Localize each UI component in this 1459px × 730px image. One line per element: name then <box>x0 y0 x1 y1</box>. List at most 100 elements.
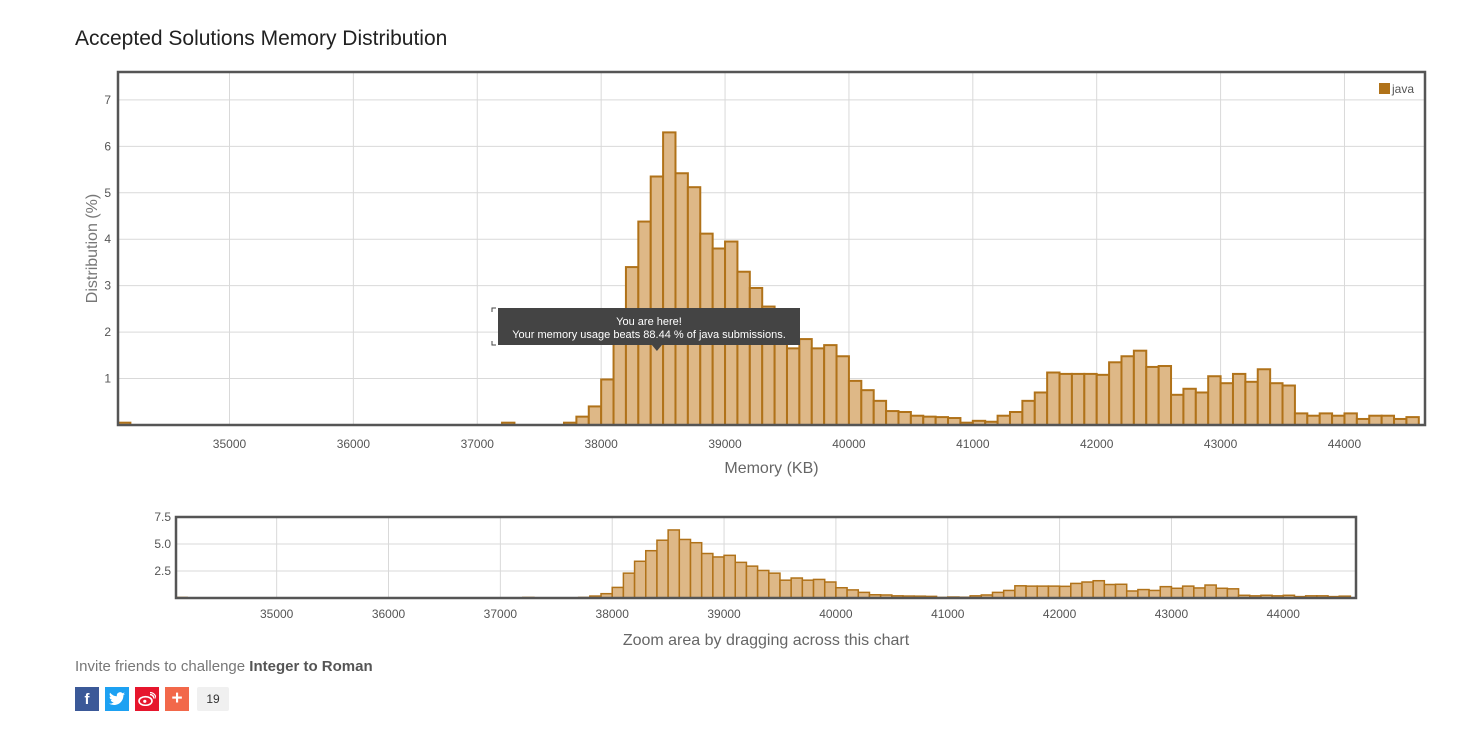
bar <box>872 399 888 427</box>
bar <box>745 565 759 599</box>
bar <box>1036 585 1050 599</box>
bar <box>1108 361 1123 426</box>
bar <box>897 410 912 427</box>
bar <box>1244 380 1259 427</box>
x-tick-label: 38000 <box>596 607 630 621</box>
bar <box>1256 368 1272 426</box>
share-bar: f + 19 <box>75 687 229 711</box>
bar <box>768 572 781 599</box>
bar <box>1293 412 1309 426</box>
bar <box>996 414 1011 427</box>
bar <box>600 378 615 426</box>
bar <box>790 577 804 599</box>
y-tick-label: 4 <box>104 232 111 246</box>
bar <box>1047 585 1061 599</box>
bar <box>611 586 625 599</box>
memory-distribution-chart[interactable]: 35000 36000 37000 38000 39000 40000 41000 42000… <box>0 60 1459 485</box>
bar <box>1021 399 1036 427</box>
bar <box>1081 581 1094 599</box>
bar <box>712 556 725 599</box>
bar <box>622 572 636 599</box>
x-tick-label: 38000 <box>584 437 618 451</box>
bar <box>823 344 838 427</box>
bar <box>756 569 770 599</box>
x-tick-label: 40000 <box>832 437 866 451</box>
x-tick-label: 39000 <box>707 607 741 621</box>
bar <box>909 414 925 427</box>
x-tick-label: 42000 <box>1043 607 1077 621</box>
weibo-icon[interactable] <box>135 687 159 711</box>
bar <box>1182 387 1197 427</box>
bar <box>1070 372 1086 427</box>
tooltip-arrow <box>651 345 662 351</box>
bar <box>674 172 689 426</box>
y-tick-label: 6 <box>104 139 111 153</box>
bar <box>1095 373 1111 427</box>
bar <box>1343 412 1358 426</box>
bar <box>1281 384 1296 427</box>
y-tick-label: 2.5 <box>154 564 171 578</box>
x-tick-label: 37000 <box>461 437 495 451</box>
bar <box>1368 414 1383 427</box>
tooltip: You are here!Your memory usage beats 88.… <box>491 307 800 351</box>
bar <box>823 581 837 599</box>
legend-label: java <box>1391 82 1414 96</box>
x-tick-label: 42000 <box>1080 437 1114 451</box>
bar <box>1092 579 1106 599</box>
bar <box>633 560 647 599</box>
bar <box>860 389 875 426</box>
y-tick-label: 3 <box>104 279 111 293</box>
y-tick-label: 2 <box>104 325 111 339</box>
bar <box>667 529 681 599</box>
bar <box>1219 382 1234 426</box>
bar <box>801 579 815 599</box>
x-tick-label: 36000 <box>372 607 406 621</box>
bar <box>835 355 850 427</box>
x-tick-label: 44000 <box>1267 607 1301 621</box>
plot-frame <box>174 515 1358 600</box>
facebook-icon[interactable]: f <box>75 687 99 711</box>
bar <box>1204 584 1217 599</box>
x-tick-label: 41000 <box>956 437 990 451</box>
bar <box>1231 372 1247 427</box>
x-tick-label: 41000 <box>931 607 965 621</box>
bar <box>1331 414 1346 427</box>
y-tick-label: 1 <box>104 372 111 386</box>
invite-problem-name[interactable]: Integer to Roman <box>249 658 373 675</box>
bar <box>678 538 692 599</box>
twitter-icon[interactable] <box>105 687 129 711</box>
x-tick-label: 36000 <box>337 437 371 451</box>
bar <box>700 552 714 599</box>
bar <box>1306 414 1321 427</box>
bar <box>1207 375 1222 426</box>
plus-icon[interactable]: + <box>165 687 189 711</box>
bar <box>1083 372 1098 427</box>
bar <box>1070 582 1083 599</box>
bar <box>624 266 640 426</box>
tooltip-line2: Your memory usage beats 88.44 % of java … <box>512 329 786 341</box>
bar <box>575 415 590 426</box>
bar <box>922 415 937 426</box>
bar <box>1159 585 1173 599</box>
bar <box>734 561 748 599</box>
bar <box>723 554 736 599</box>
share-count: 19 <box>197 687 229 711</box>
bar <box>798 338 813 426</box>
bar <box>656 539 669 599</box>
zoom-overview-chart[interactable]: 35000 36000 37000 38000 39000 40000 41000 42000… <box>0 505 1459 655</box>
x-tick-label: 35000 <box>260 607 294 621</box>
bar <box>1058 372 1073 427</box>
bar <box>1132 349 1148 426</box>
bar <box>1181 585 1195 599</box>
x-tick-label: 43000 <box>1204 437 1238 451</box>
bar <box>1145 365 1160 427</box>
x-tick-label: 40000 <box>819 607 853 621</box>
bar <box>835 586 848 599</box>
bar <box>1008 410 1024 427</box>
bar <box>847 379 863 426</box>
bar <box>689 541 703 599</box>
bar <box>779 579 792 599</box>
bar <box>1120 355 1135 427</box>
plot-frame <box>116 70 1427 427</box>
y-tick-label: 7 <box>104 93 111 107</box>
